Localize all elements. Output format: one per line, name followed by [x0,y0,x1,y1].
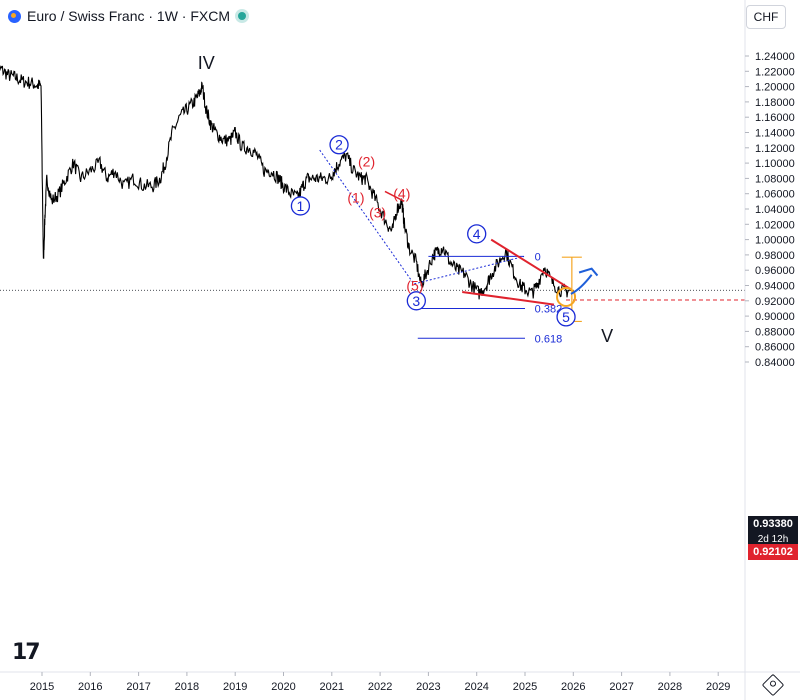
x-tick-label: 2021 [320,681,344,693]
y-tick-label: 1.20000 [755,82,795,94]
x-tick-label: 2029 [706,681,730,693]
price-line [0,65,572,300]
x-tick-label: 2024 [464,681,488,693]
wave-label-major: IV [198,53,215,73]
y-tick-label: 1.08000 [755,173,795,185]
x-tick-label: 2025 [513,681,537,693]
wave-label-blue: 4 [473,226,481,242]
wedge-lower-line [462,291,555,306]
y-tick-label: 1.04000 [755,204,795,216]
level-price-tag: 0.92102 [748,544,798,560]
y-tick-label: 1.10000 [755,158,795,170]
wave-label-blue: 2 [335,137,343,153]
wave-label-major: V [601,326,613,346]
pivot-circle [556,286,577,307]
last-price-value: 0.93380 [753,518,793,530]
y-tick-label: 1.24000 [755,51,795,63]
wave-label-blue: 3 [412,293,420,309]
wave-label-circle [290,196,311,216]
y-tick-label: 1.12000 [755,143,795,155]
projection-arrow-icon [570,274,593,295]
y-tick-label: 0.96000 [755,265,795,277]
y-tick-label: 1.14000 [755,128,795,140]
y-tick-label: 0.88000 [755,326,795,338]
bar-countdown: 2d 12h [757,534,789,545]
wave-label-circle [556,307,576,327]
y-tick-label: 0.90000 [755,311,795,323]
y-tick-label: 0.98000 [755,250,795,262]
last-price-tag: 0.93380 2d 12h [748,516,798,548]
y-tick-label: 0.84000 [755,357,795,369]
wave4-trendline [384,190,405,203]
wave-label-circle [329,135,349,155]
x-tick-label: 2023 [416,681,440,693]
price-series-layer [0,65,572,300]
tradingview-logo-icon: 17 [12,640,41,665]
y-tick-label: 1.02000 [755,219,795,231]
x-tick-label: 2019 [223,681,247,693]
y-tick-label: 0.94000 [755,281,795,293]
wedge-upper-line [490,238,572,291]
wave-label-red: (2) [358,154,375,170]
x-tick-label: 2020 [271,681,295,693]
symbol-header[interactable]: Euro / Swiss Franc · 1W · FXCM [8,6,247,26]
wave-label-red: (4) [393,186,410,202]
wave-label-major: III [0,268,1,288]
projection-arrowhead-icon [578,267,599,277]
x-tick-label: 2027 [609,681,633,693]
market-status-icon [238,12,247,20]
drawing-overlay-layer: 0 0.382 0.618 1 2 3 4 5 (1) (2) (3) (4) (5) III IV V [0,53,745,346]
wave-label-red: (3) [369,204,386,220]
wave-label-red: (1) [347,190,364,206]
symbol-title: Euro / Swiss Franc · 1W · FXCM [27,8,231,24]
y-tick-label: 0.92000 [755,296,795,308]
wave-label-blue: 5 [562,309,570,325]
wave-label-blue: 1 [297,198,305,214]
globe-icon [8,9,21,23]
x-tick-label: 2017 [126,681,150,693]
y-tick-label: 1.22000 [755,66,795,78]
y-tick-label: 1.06000 [755,189,795,201]
x-tick-label: 2018 [175,681,199,693]
fib-label-zero: 0 [535,251,541,263]
wave-channel-dotted [319,149,525,285]
fib-label-382: 0.382 [535,303,563,315]
y-tick-label: 1.00000 [755,235,795,247]
y-tick-label: 0.86000 [755,342,795,354]
x-tick-label: 2026 [561,681,585,693]
x-tick-label: 2015 [30,681,54,693]
wave-label-circle [406,291,426,311]
wave-label-circle [467,224,487,244]
x-tick-label: 2028 [658,681,682,693]
x-tick-label: 2016 [78,681,102,693]
wave-label-red: (5) [406,278,423,294]
fib-label-618: 0.618 [535,333,563,345]
y-tick-label: 1.18000 [755,97,795,109]
currency-button[interactable]: CHF [746,5,786,29]
x-tick-label: 2022 [368,681,392,693]
y-tick-label: 1.16000 [755,112,795,124]
